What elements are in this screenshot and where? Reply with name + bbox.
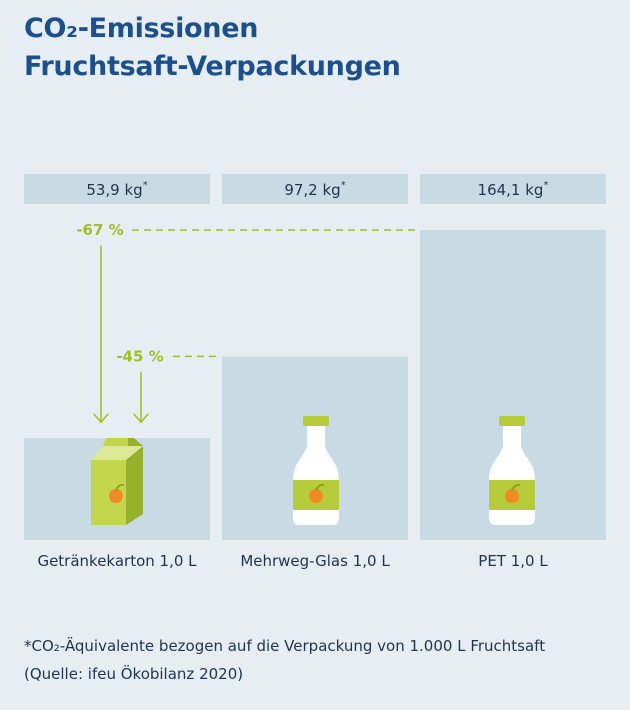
- leaf-icon: [511, 483, 521, 491]
- bottle-cap: [499, 416, 525, 426]
- bottle-cap: [303, 416, 329, 426]
- bar-chart: 53,9 kg* 97,2 kg* 164,1 kg* Getränkekarton …: [24, 174, 606, 570]
- value-label: 164,1 kg*: [478, 180, 549, 199]
- value-label-marker: *: [543, 180, 548, 191]
- footnote-line-2: (Quelle: ifeu Ökobilanz 2020): [24, 665, 244, 683]
- value-label-marker: *: [143, 180, 148, 191]
- value-label: 97,2 kg*: [284, 180, 345, 199]
- annotation-arrow: [133, 371, 149, 424]
- annotation-label: -45 %: [116, 347, 163, 365]
- leaf-icon: [115, 483, 125, 491]
- footnote: *CO₂-Äquivalente bezogen auf die Verpack…: [24, 632, 545, 688]
- orange-icon: [309, 489, 323, 503]
- glass-bottle-icon: [293, 416, 339, 525]
- category-label: Getränkekarton 1,0 L: [37, 552, 197, 570]
- chart-title-line-1: CO₂-Emissionen: [24, 13, 259, 44]
- orange-icon: [505, 489, 519, 503]
- value-label-marker: *: [341, 180, 346, 191]
- value-label: 53,9 kg*: [86, 180, 147, 199]
- chart-title-line-2: Fruchtsaft-Verpackungen: [24, 51, 401, 82]
- annotation-label: -67 %: [76, 221, 123, 239]
- chart-title: CO₂-Emissionen Fruchtsaft-Verpackungen: [24, 10, 401, 86]
- category-label: Mehrweg-Glas 1,0 L: [240, 552, 390, 570]
- annotation-arrow: [93, 245, 109, 424]
- pet-bottle-icon: [489, 416, 535, 525]
- orange-icon: [109, 489, 123, 503]
- category-label: PET 1,0 L: [478, 552, 548, 570]
- juice-carton-icon: [91, 438, 143, 525]
- footnote-line-1: *CO₂-Äquivalente bezogen auf die Verpack…: [24, 637, 546, 655]
- value-label-box: [24, 174, 210, 204]
- leaf-icon: [315, 483, 325, 491]
- value-label-box: [420, 174, 606, 204]
- value-label-box: [222, 174, 408, 204]
